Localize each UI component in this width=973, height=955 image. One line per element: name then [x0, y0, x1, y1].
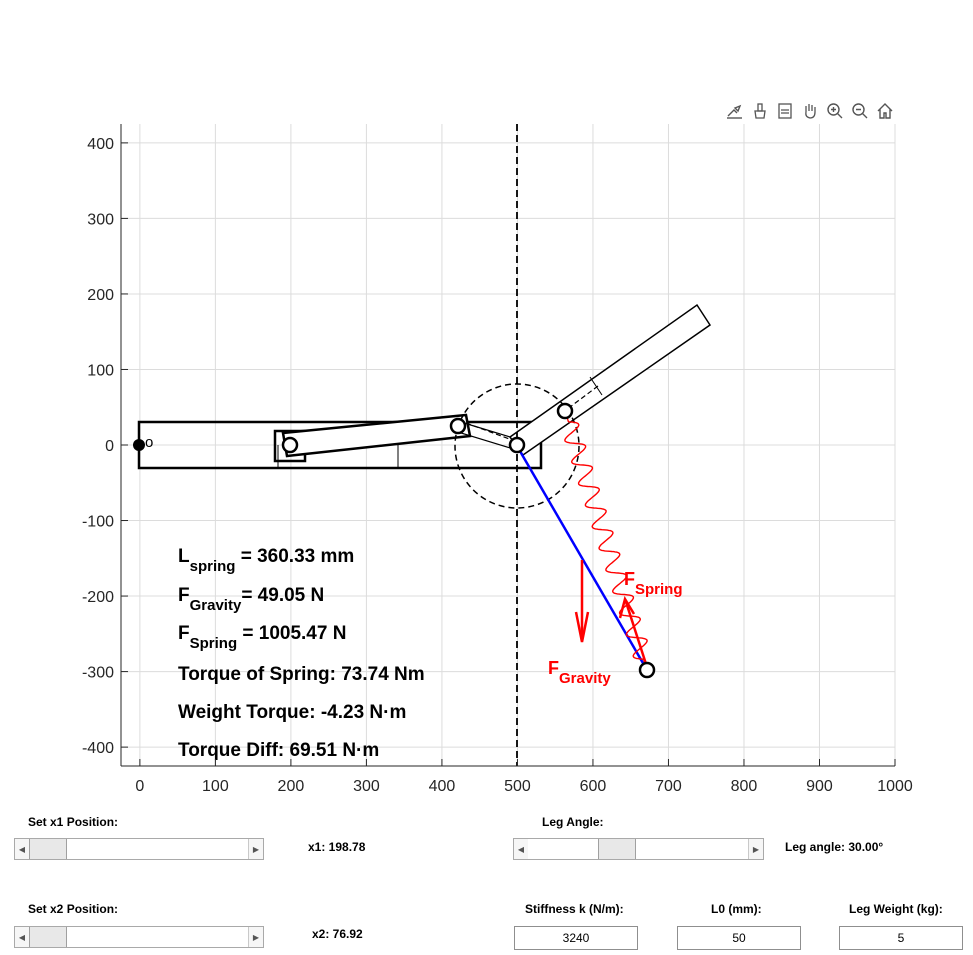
leg-angle-slider-thumb[interactable] [597, 839, 636, 859]
gravity-force-label-main: F [548, 658, 559, 678]
leg-tick [589, 376, 603, 396]
l-spring-main: L [178, 546, 190, 567]
leg-angle-slider-right-arrow-icon[interactable]: ▶ [748, 839, 763, 859]
f-gravity-annotation: FGravity= 49.05 N [178, 585, 324, 614]
datatips-icon[interactable] [772, 100, 797, 122]
f-spring-annotation: FSpring = 1005.47 N [178, 623, 346, 652]
x-tick-label: 200 [278, 778, 305, 795]
y-tick-label: 400 [87, 136, 114, 153]
leg-angle-slider-track[interactable] [528, 839, 749, 859]
x2-slider[interactable]: ◀ ▶ [14, 926, 264, 948]
leg-angle-readout: Leg angle: 30.00° [785, 840, 884, 854]
joint-hip [508, 436, 526, 454]
x2-slider-left-arrow-icon[interactable]: ◀ [15, 927, 30, 947]
y-tick-label: 300 [87, 211, 114, 228]
leg-link [508, 303, 712, 457]
range-circle [454, 383, 580, 509]
l-spring-annotation: Lspring = 360.33 mm [178, 546, 354, 575]
leg-angle-slider-left-arrow-icon[interactable]: ◀ [514, 839, 529, 859]
stiffness-label: Stiffness k (N/m): [525, 902, 624, 916]
gravity-force-label: FGravity [548, 658, 611, 687]
joint-x1 [281, 436, 299, 454]
x1-readout: x1: 198.78 [308, 840, 366, 854]
x-tick-label: 300 [353, 778, 380, 795]
leg-weight-label: Leg Weight (kg): [849, 902, 943, 916]
f-gravity-value: = 49.05 N [241, 585, 324, 606]
spring-force-label-sub: Spring [635, 581, 683, 598]
torque-spring-annotation: Torque of Spring: 73.74 Nm [178, 664, 425, 685]
export-icon[interactable] [722, 100, 747, 122]
f-gravity-main: F [178, 585, 190, 606]
l-spring-sub: spring [190, 558, 236, 575]
x-tick-label: 500 [504, 778, 531, 795]
joint-foot [638, 661, 656, 679]
x2-slider-track[interactable] [29, 927, 249, 947]
x1-slider-label: Set x1 Position: [28, 815, 119, 829]
l0-input[interactable] [677, 926, 801, 950]
leg-weight-input[interactable] [839, 926, 963, 950]
f-spring-main: F [178, 623, 190, 644]
joint-rod-end [449, 417, 467, 435]
l-spring-value: = 360.33 mm [235, 546, 354, 567]
axes-toolbar [722, 100, 897, 122]
y-tick-label: 100 [87, 362, 114, 379]
origin-joint [133, 439, 145, 451]
f-gravity-sub: Gravity [190, 597, 242, 614]
x1-slider-left-arrow-icon[interactable]: ◀ [15, 839, 30, 859]
axes: 0 100 200 300 400 500 600 700 800 900 100040030020… [82, 124, 913, 795]
spring-force-label: FSpring [624, 569, 683, 598]
x-tick-label: 600 [580, 778, 607, 795]
brush-icon[interactable] [747, 100, 772, 122]
x1-slider-track[interactable] [29, 839, 249, 859]
annotation-block: Lspring = 360.33 mm FGravity= 49.05 N FS… [178, 546, 425, 761]
spring-force-label-main: F [624, 569, 635, 589]
mechanism-plot: o FSpring FGravity Lspring = 360.33 mm F… [82, 124, 913, 795]
f-spring-value: = 1005.47 N [237, 623, 346, 644]
zoom-in-icon[interactable] [822, 100, 847, 122]
x1-slider[interactable]: ◀ ▶ [14, 838, 264, 860]
spring-force-arrowhead [618, 595, 636, 619]
x-tick-label: 400 [429, 778, 456, 795]
origin-label: o [145, 434, 153, 451]
l0-label: L0 (mm): [711, 902, 762, 916]
x-tick-label: 700 [655, 778, 682, 795]
spring-force-arrow [624, 601, 648, 665]
y-tick-label: -200 [82, 589, 114, 606]
leg-angle-slider[interactable]: ◀ ▶ [513, 838, 764, 860]
weight-torque-annotation: Weight Torque: -4.23 N·m [178, 702, 406, 723]
x-tick-label: 0 [135, 778, 144, 795]
x1-slider-right-arrow-icon[interactable]: ▶ [248, 839, 263, 859]
gravity-force-label-sub: Gravity [559, 670, 611, 687]
pan-icon[interactable] [797, 100, 822, 122]
torque-diff-annotation: Torque Diff: 69.51 N·m [178, 740, 379, 761]
y-tick-label: 200 [87, 287, 114, 304]
gravity-arrowhead [574, 611, 590, 643]
leg-angle-slider-label: Leg Angle: [542, 815, 604, 829]
x-tick-label: 1000 [877, 778, 913, 795]
y-tick-label: -100 [82, 514, 114, 531]
x2-slider-right-arrow-icon[interactable]: ▶ [248, 927, 263, 947]
joint-spring-top [556, 402, 574, 420]
x2-slider-label: Set x2 Position: [28, 902, 119, 916]
home-icon[interactable] [872, 100, 897, 122]
x-tick-label: 900 [806, 778, 833, 795]
y-tick-label: -400 [82, 740, 114, 757]
y-tick-label: -300 [82, 665, 114, 682]
grid-lines [121, 124, 896, 766]
leg-line [515, 445, 649, 671]
x-tick-label: 100 [202, 778, 229, 795]
x2-slider-thumb[interactable] [29, 927, 67, 947]
f-spring-sub: Spring [190, 635, 238, 652]
zoom-out-icon[interactable] [847, 100, 872, 122]
stiffness-input[interactable] [514, 926, 638, 950]
x2-readout: x2: 76.92 [312, 927, 363, 941]
mechanism: o FSpring FGravity [133, 124, 712, 766]
y-tick-label: 0 [105, 438, 114, 455]
x-tick-label: 800 [731, 778, 758, 795]
x1-slider-thumb[interactable] [29, 839, 67, 859]
